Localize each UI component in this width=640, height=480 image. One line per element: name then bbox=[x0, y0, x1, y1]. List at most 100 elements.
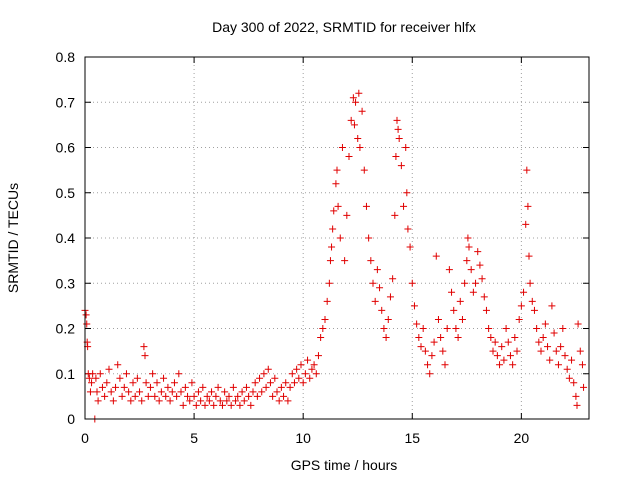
data-point bbox=[580, 383, 588, 391]
data-point bbox=[541, 320, 549, 328]
data-point bbox=[421, 347, 429, 355]
data-point bbox=[262, 383, 270, 391]
data-point bbox=[393, 116, 401, 124]
data-point bbox=[125, 388, 133, 396]
data-point bbox=[280, 392, 288, 400]
data-point bbox=[103, 379, 111, 387]
data-point bbox=[574, 320, 582, 328]
data-point bbox=[256, 374, 264, 382]
data-point bbox=[312, 370, 320, 378]
data-point bbox=[86, 388, 94, 396]
data-point bbox=[164, 383, 172, 391]
data-point bbox=[151, 392, 159, 400]
data-point bbox=[186, 397, 194, 405]
data-point bbox=[515, 315, 523, 323]
data-point bbox=[199, 383, 207, 391]
data-point bbox=[424, 361, 432, 369]
data-point bbox=[122, 370, 130, 378]
data-point bbox=[469, 288, 477, 296]
y-tick-label: 0 bbox=[67, 411, 75, 427]
data-point bbox=[559, 325, 567, 332]
data-point bbox=[129, 379, 137, 387]
data-point bbox=[520, 288, 528, 296]
data-point bbox=[524, 202, 532, 210]
data-point bbox=[354, 134, 362, 142]
data-point bbox=[504, 338, 512, 346]
data-point bbox=[544, 343, 552, 351]
data-point bbox=[93, 388, 101, 396]
data-point bbox=[485, 325, 493, 332]
data-point bbox=[85, 374, 93, 382]
data-point bbox=[98, 383, 106, 391]
data-point bbox=[258, 388, 266, 396]
data-point bbox=[249, 388, 257, 396]
data-point bbox=[365, 234, 373, 242]
data-point bbox=[570, 379, 578, 387]
data-point bbox=[454, 334, 462, 342]
data-point bbox=[509, 361, 517, 369]
data-point bbox=[392, 153, 400, 161]
data-point bbox=[236, 401, 244, 409]
data-point bbox=[487, 334, 495, 342]
data-point bbox=[355, 89, 363, 97]
data-point bbox=[573, 401, 581, 409]
data-point bbox=[376, 284, 384, 292]
data-point bbox=[395, 134, 403, 142]
data-point bbox=[238, 388, 246, 396]
data-point bbox=[295, 374, 303, 382]
data-point bbox=[170, 379, 178, 387]
data-point bbox=[349, 94, 357, 102]
data-point bbox=[500, 356, 508, 364]
data-point bbox=[511, 334, 519, 342]
data-point bbox=[112, 383, 120, 391]
data-point bbox=[452, 325, 460, 332]
data-point bbox=[194, 388, 202, 396]
data-point bbox=[260, 370, 268, 378]
data-point bbox=[548, 302, 556, 310]
data-point bbox=[572, 392, 580, 400]
data-point bbox=[426, 370, 434, 378]
data-point bbox=[382, 334, 390, 342]
data-point bbox=[336, 234, 344, 242]
data-point bbox=[546, 356, 554, 364]
data-point bbox=[290, 379, 298, 387]
data-point bbox=[461, 279, 469, 287]
data-point bbox=[242, 383, 250, 391]
data-point bbox=[277, 383, 285, 391]
data-point bbox=[131, 392, 139, 400]
data-point bbox=[373, 266, 381, 274]
data-point bbox=[166, 397, 174, 405]
data-point bbox=[308, 365, 316, 373]
data-point bbox=[105, 365, 113, 373]
data-point bbox=[332, 180, 340, 188]
data-point bbox=[162, 392, 170, 400]
data-point bbox=[428, 352, 436, 360]
x-tick-label: 20 bbox=[514, 430, 530, 446]
data-point bbox=[513, 347, 521, 355]
data-point bbox=[216, 397, 224, 405]
data-point bbox=[181, 383, 189, 391]
data-point bbox=[201, 401, 209, 409]
data-point bbox=[539, 334, 547, 342]
data-point bbox=[203, 392, 211, 400]
data-point bbox=[415, 334, 423, 342]
plot-frame bbox=[84, 56, 590, 420]
data-point bbox=[523, 166, 531, 174]
y-tick-label: 0.5 bbox=[56, 185, 76, 201]
data-point bbox=[94, 397, 102, 405]
data-point bbox=[138, 397, 146, 405]
data-point bbox=[92, 374, 100, 382]
data-point bbox=[321, 315, 329, 323]
data-point bbox=[537, 347, 545, 355]
data-point bbox=[498, 343, 506, 351]
data-point bbox=[192, 401, 200, 409]
data-point bbox=[445, 266, 453, 274]
data-point bbox=[474, 248, 482, 256]
data-point bbox=[326, 257, 334, 265]
data-point bbox=[223, 397, 231, 405]
data-point bbox=[184, 392, 192, 400]
data-point bbox=[450, 306, 458, 314]
y-tick-label: 0.3 bbox=[56, 275, 76, 291]
data-point bbox=[168, 388, 176, 396]
data-point bbox=[378, 306, 386, 314]
